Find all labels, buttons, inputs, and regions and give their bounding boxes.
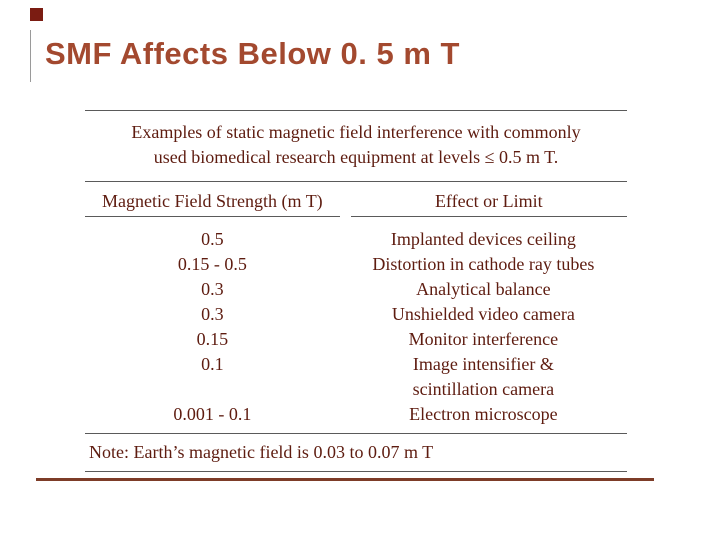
table-header-row: Magnetic Field Strength (m T) Effect or … — [85, 182, 627, 217]
table-row: 0.3 Unshielded video camera — [85, 302, 627, 327]
caption-bottom-rule — [85, 181, 627, 182]
effect-cell: Monitor interference — [408, 329, 559, 349]
table-row: 0.15 - 0.5 Distortion in cathode ray tub… — [85, 252, 627, 277]
table-row: 0.1 Image intensifier & scintillation ca… — [85, 352, 627, 402]
slide-title: SMF Affects Below 0. 5 m T — [45, 36, 460, 71]
table-top-rule — [85, 110, 627, 111]
bottom-divider — [36, 478, 654, 481]
effect-cell: Electron microscope — [409, 404, 558, 424]
strength-cell: 0.1 — [201, 354, 224, 374]
table-caption: Examples of static magnetic field interf… — [131, 122, 581, 167]
strength-cell: 0.15 - 0.5 — [177, 254, 247, 274]
table-rows: 0.5 Implanted devices ceiling 0.15 - 0.5… — [85, 217, 627, 433]
column-header-strength: Magnetic Field Strength (m T) — [85, 182, 340, 217]
strength-cell: 0.5 — [201, 229, 224, 249]
effect-cell: Distortion in cathode ray tubes — [372, 254, 595, 274]
corner-square-decoration — [30, 8, 43, 21]
strength-cell: 0.3 — [201, 304, 224, 324]
strength-cell: 0.15 — [196, 329, 229, 349]
table-row: 0.001 - 0.1 Electron microscope — [85, 402, 627, 427]
strength-cell: 0.001 - 0.1 — [173, 404, 252, 424]
title-accent-line — [30, 30, 31, 82]
table-row: 0.5 Implanted devices ceiling — [85, 227, 627, 252]
table-row: 0.3 Analytical balance — [85, 277, 627, 302]
effect-cell: Analytical balance — [416, 279, 551, 299]
effect-cell: Unshielded video camera — [391, 304, 575, 324]
column-header-effect: Effect or Limit — [350, 182, 627, 217]
interference-table: Examples of static magnetic field interf… — [85, 110, 627, 472]
effect-cell: Implanted devices ceiling — [390, 229, 576, 249]
strength-cell: 0.3 — [201, 279, 224, 299]
table-row: 0.15 Monitor interference — [85, 327, 627, 352]
table-note: Note: Earth’s magnetic field is 0.03 to … — [85, 433, 627, 472]
effect-cell: Image intensifier & scintillation camera — [412, 354, 555, 399]
